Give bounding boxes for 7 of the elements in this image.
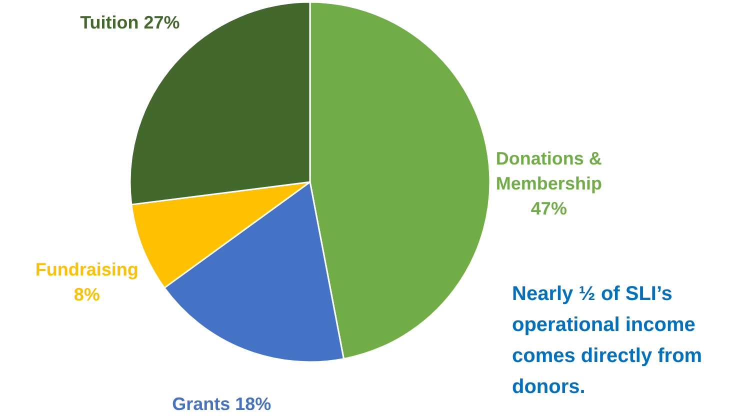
slice-label: Fundraising <box>35 259 138 280</box>
slice-label: Tuition 27% <box>80 12 180 32</box>
slice-label: Donations & Membership <box>496 148 602 194</box>
data-label: 47% <box>530 198 567 218</box>
slice-label: Grants 18% <box>172 394 272 414</box>
data-label: 8% <box>74 284 100 304</box>
text: Nearly ½ of SLI’s operational income comes directly from donors. <box>512 283 702 398</box>
